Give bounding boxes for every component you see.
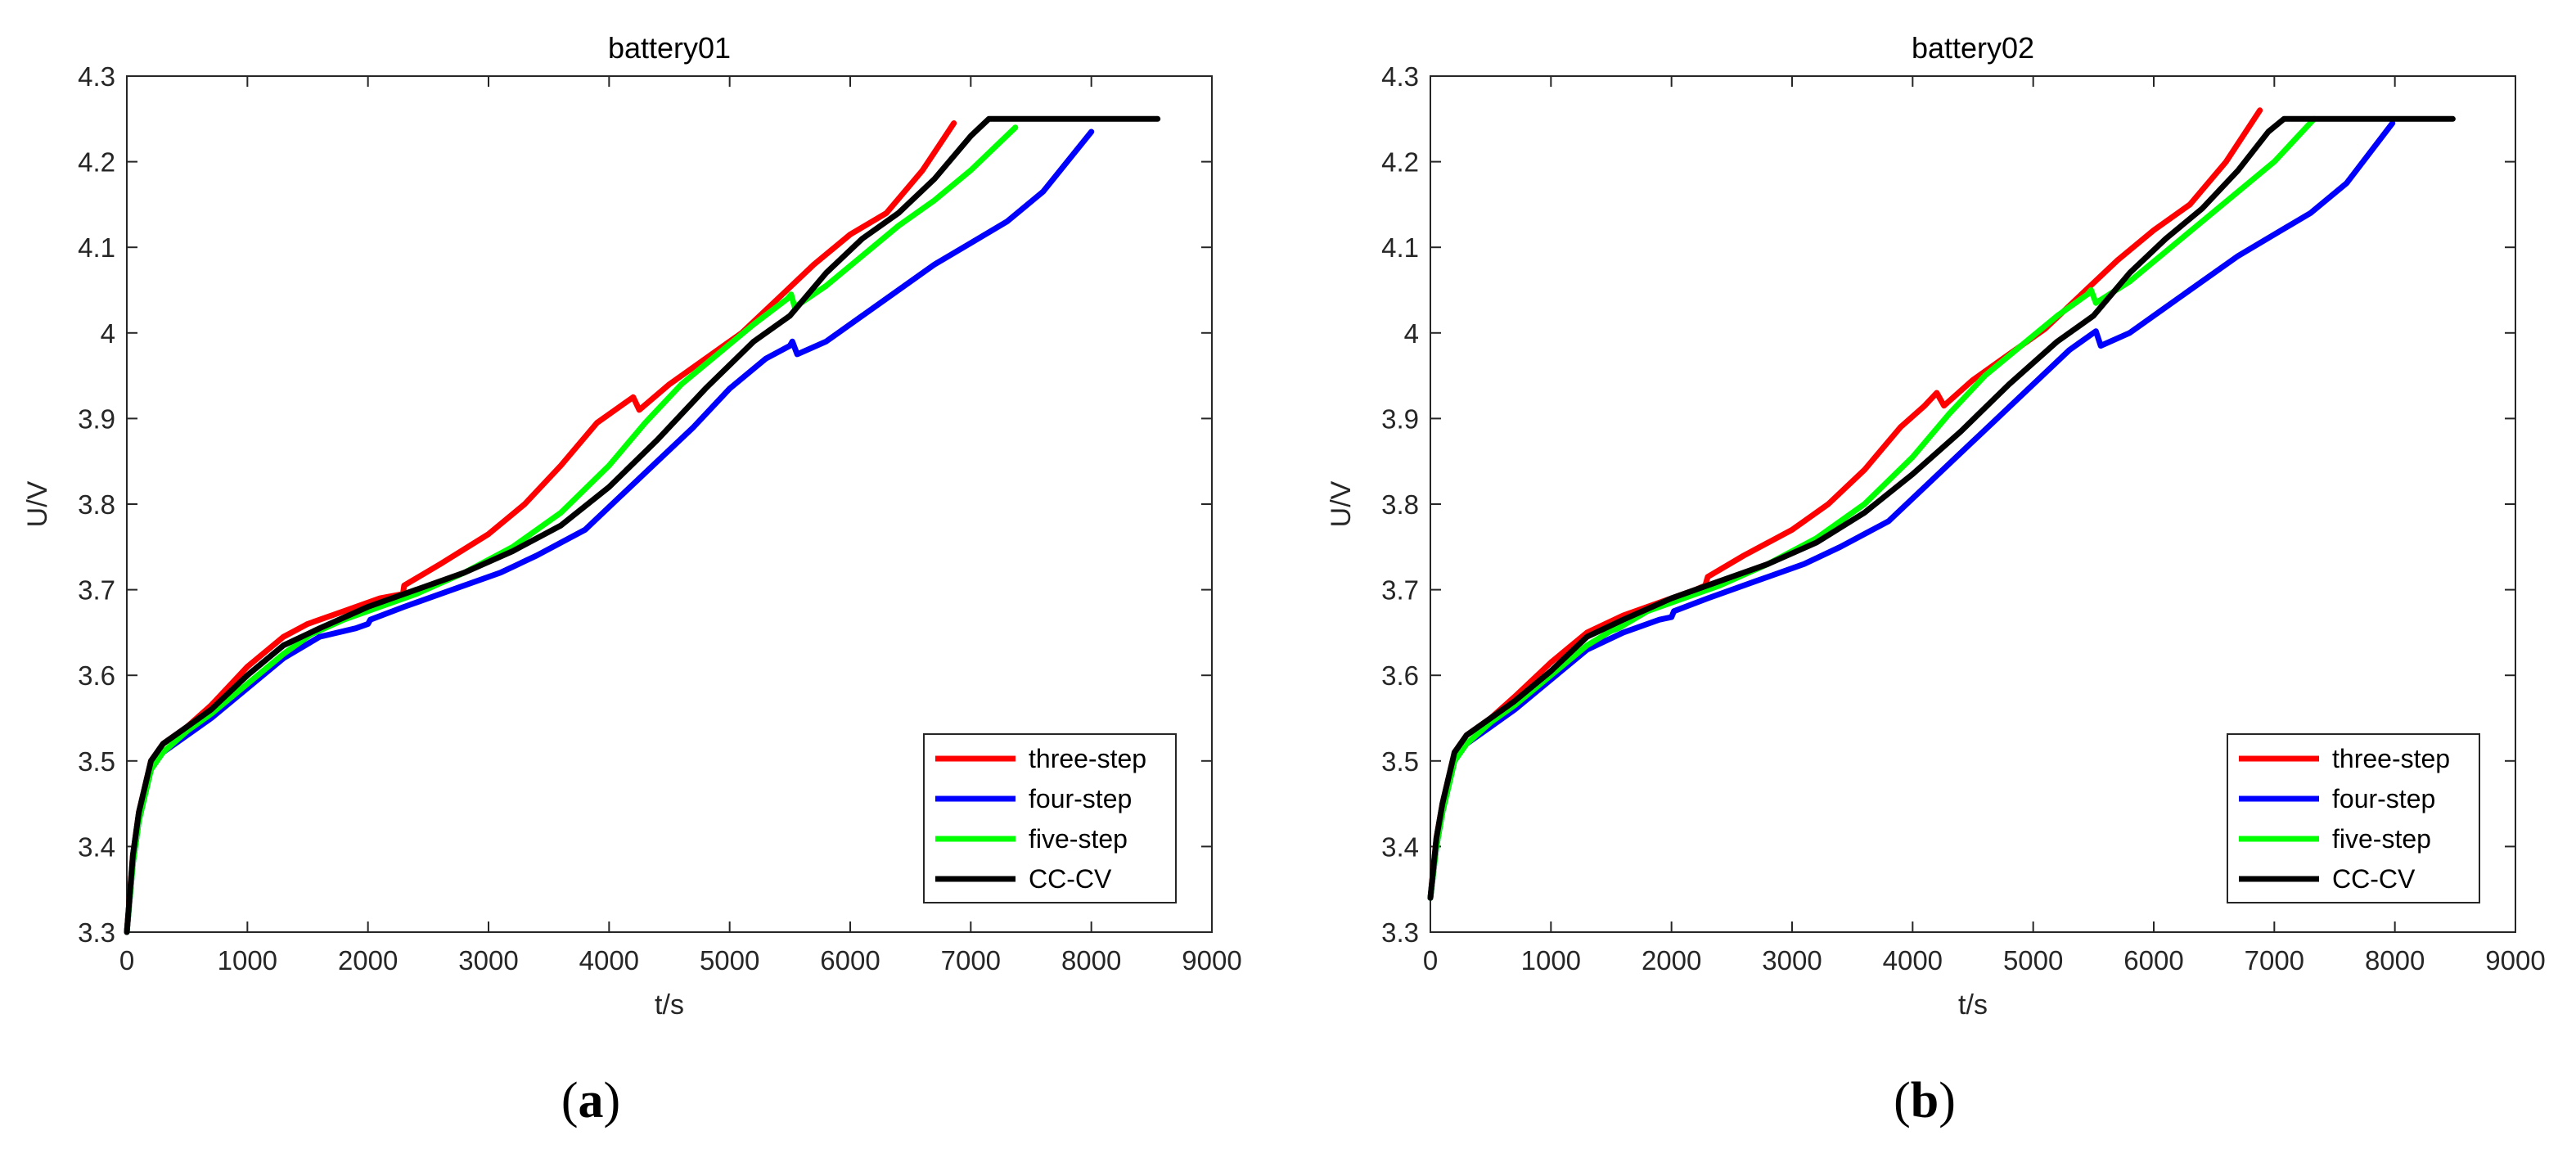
y-tick-label: 4	[1404, 318, 1419, 349]
x-tick-label: 9000	[2485, 945, 2545, 976]
y-tick-label: 3.4	[1381, 831, 1419, 862]
x-tick-label: 5000	[2003, 945, 2063, 976]
x-tick-label: 6000	[820, 945, 880, 976]
y-axis-label: U/V	[22, 480, 53, 527]
series-line-cc-cv	[124, 115, 1161, 935]
y-axis-label: U/V	[1326, 480, 1357, 527]
y-tick-label: 3.3	[1381, 917, 1419, 948]
series-line-five-step	[1427, 115, 2317, 901]
y-tick-label: 3.5	[78, 746, 115, 777]
x-tick-label: 0	[119, 945, 134, 976]
x-axis-label: t/s	[655, 989, 684, 1021]
legend-label: five-step	[2332, 824, 2431, 854]
x-tick-label: 2000	[338, 945, 398, 976]
x-tick-label: 2000	[1642, 945, 1701, 976]
chart-panel-battery02: 0 1000 2000 3000 4000 5000 6000 7000 8000 9000 3.3…	[1326, 31, 2546, 1129]
y-tick-label: 3.8	[1381, 489, 1419, 520]
series-line-four-step	[124, 128, 1095, 935]
series-line-four-step	[1427, 120, 2396, 901]
x-tick-label: 6000	[2123, 945, 2183, 976]
legend-label: three-step	[1029, 744, 1146, 773]
legend: three-step four-step five-step CC-CV	[2227, 733, 2480, 903]
x-tick-label: 1000	[218, 945, 277, 976]
y-tick-label: 4.1	[78, 232, 115, 263]
chart-title: battery01	[608, 31, 731, 65]
y-tick-label: 3.6	[1381, 660, 1419, 691]
x-tick-label: 0	[1423, 945, 1438, 976]
legend: three-step four-step five-step CC-CV	[923, 733, 1177, 903]
x-tick-label: 3000	[458, 945, 518, 976]
y-tick-label: 4.2	[78, 147, 115, 178]
x-tick-label: 8000	[1061, 945, 1121, 976]
y-tick-label: 4	[101, 318, 115, 349]
legend-label: five-step	[1029, 824, 1128, 854]
x-tick-label: 3000	[1762, 945, 1822, 976]
y-tick-label: 3.7	[78, 575, 115, 606]
series-line-five-step	[124, 124, 1019, 935]
x-tick-label: 7000	[941, 945, 1001, 976]
x-tick-label: 9000	[1182, 945, 1241, 976]
y-tick-label: 4.2	[1381, 147, 1419, 178]
figure-caption: (a)	[561, 1073, 620, 1129]
y-tick-label: 3.9	[78, 403, 115, 434]
y-tick-label: 3.5	[1381, 746, 1419, 777]
chart-title: battery02	[1912, 31, 2034, 65]
legend-label: CC-CV	[2332, 864, 2416, 894]
series-line-cc-cv	[1427, 115, 2456, 901]
y-tick-label: 3.7	[1381, 575, 1419, 606]
x-tick-label: 5000	[700, 945, 759, 976]
x-tick-label: 7000	[2245, 945, 2304, 976]
y-tick-label: 4.3	[1381, 61, 1419, 92]
y-tick-label: 3.8	[78, 489, 115, 520]
figure-caption: (b)	[1894, 1073, 1956, 1129]
legend-box	[2227, 733, 2480, 903]
chart-panel-battery01: 0 1000 2000 3000 4000 5000 6000 7000 8000 9000 3.3…	[22, 31, 1242, 1129]
legend-label: four-step	[1029, 784, 1132, 813]
y-tick-label: 3.9	[1381, 403, 1419, 434]
y-tick-label: 3.4	[78, 831, 115, 862]
x-tick-label: 4000	[1883, 945, 1943, 976]
y-tick-label: 4.1	[1381, 232, 1419, 263]
x-axis-label: t/s	[1958, 989, 1988, 1021]
y-tick-label: 3.3	[78, 917, 115, 948]
legend-label: CC-CV	[1029, 864, 1112, 894]
legend-label: three-step	[2332, 744, 2450, 773]
legend-box	[923, 733, 1177, 903]
y-tick-label: 4.3	[78, 61, 115, 92]
legend-label: four-step	[2332, 784, 2435, 813]
y-tick-label: 3.6	[78, 660, 115, 691]
x-tick-label: 1000	[1521, 945, 1581, 976]
x-tick-label: 8000	[2365, 945, 2425, 976]
x-tick-label: 4000	[579, 945, 639, 976]
